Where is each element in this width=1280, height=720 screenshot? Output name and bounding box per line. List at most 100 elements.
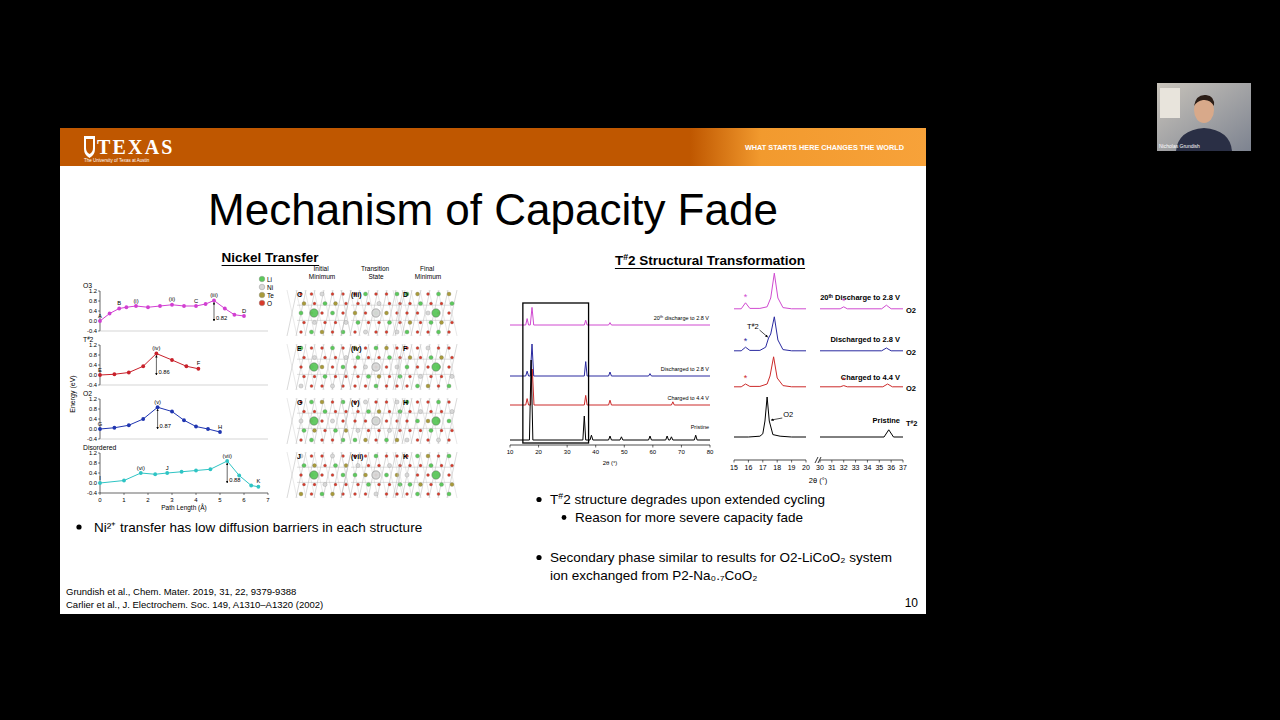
atom [312, 320, 316, 324]
point-label: F [197, 360, 201, 366]
x-tick [124, 493, 125, 495]
atom [367, 464, 370, 467]
atom [344, 320, 348, 324]
slide-canvas: TEXASThe University of Texas at AustinWH… [0, 0, 1280, 720]
bond [287, 344, 297, 390]
text-span: 2 [913, 419, 917, 428]
atom [313, 302, 316, 305]
point-label: E [98, 367, 102, 373]
bond [393, 452, 403, 498]
y-tick-label: -0.4 [87, 490, 98, 496]
energy-point [127, 423, 131, 427]
atom [331, 331, 334, 334]
atom [344, 429, 348, 433]
crystal-structure [341, 398, 405, 444]
atom [324, 321, 327, 324]
atom [416, 331, 419, 334]
y-tick [98, 439, 100, 440]
energy-point [182, 304, 186, 308]
barrier-arrow [156, 356, 157, 376]
point-label: (iii) [210, 292, 218, 298]
atom [313, 429, 317, 433]
energy-point [165, 471, 169, 475]
bond [411, 290, 421, 336]
migrating-ion [372, 363, 380, 371]
energy-point [146, 305, 150, 309]
atom [313, 464, 317, 468]
panel-title: O3 [83, 282, 92, 289]
atom [430, 483, 433, 486]
x-tick [831, 460, 832, 463]
x-tick-label: 30 [816, 464, 824, 471]
atom [385, 311, 389, 315]
atom [363, 292, 367, 296]
x-tick [762, 460, 763, 463]
atom [299, 492, 303, 496]
energy-line [100, 407, 220, 432]
bond [420, 344, 430, 390]
atom [354, 493, 357, 496]
energy-point [218, 430, 222, 434]
legend-label: Te [267, 292, 274, 299]
energy-point [257, 485, 261, 489]
atom [367, 321, 370, 324]
atom [345, 483, 348, 486]
atom [377, 375, 381, 379]
atom [366, 409, 370, 413]
atom [451, 429, 454, 432]
atom [416, 292, 420, 296]
bond [287, 290, 297, 336]
atom [447, 454, 451, 458]
text-span: Minimum [309, 273, 335, 280]
atom [388, 410, 391, 413]
xrd-trace [820, 384, 903, 387]
atom [405, 473, 409, 477]
atom [354, 331, 357, 334]
x-axis-label: Path Length (Å) [161, 503, 207, 512]
atom [448, 347, 451, 350]
bond [296, 344, 306, 390]
atom [320, 365, 324, 369]
atom [342, 420, 345, 423]
bond [420, 452, 430, 498]
atom [430, 375, 433, 378]
atom [313, 483, 316, 486]
atom [436, 292, 440, 296]
atom [416, 312, 419, 315]
section-heading: Nickel Transfer [222, 250, 320, 265]
energy-point [158, 304, 162, 308]
atom [448, 331, 451, 334]
peak-asterisk: * [744, 373, 748, 383]
atom [437, 455, 440, 458]
bond [297, 320, 347, 321]
legend-swatch [259, 276, 265, 282]
bond [287, 398, 297, 444]
atom [299, 419, 303, 423]
atom [448, 474, 451, 477]
bond [393, 452, 403, 498]
bond [351, 482, 401, 483]
point-label: C [194, 298, 198, 304]
bond [341, 290, 351, 336]
crystal-structure [341, 452, 405, 498]
x-tick [806, 460, 807, 463]
atom [429, 428, 433, 432]
atom [363, 330, 367, 334]
bullet-dot [76, 524, 81, 529]
callout-arrow [760, 330, 768, 337]
atom [440, 375, 443, 378]
atom [395, 438, 399, 442]
bond [393, 344, 403, 390]
energy-point [223, 307, 227, 311]
y-tick [98, 345, 100, 346]
bullet-text: T#2 structure degrades upon extended cyc… [550, 491, 825, 507]
atom [450, 301, 454, 305]
bond [447, 398, 457, 444]
atom [334, 356, 337, 359]
atom [378, 321, 381, 324]
x-axis [510, 445, 710, 446]
atom [437, 385, 440, 388]
atom [313, 375, 316, 378]
energy-point [134, 304, 138, 308]
atom [354, 420, 357, 423]
